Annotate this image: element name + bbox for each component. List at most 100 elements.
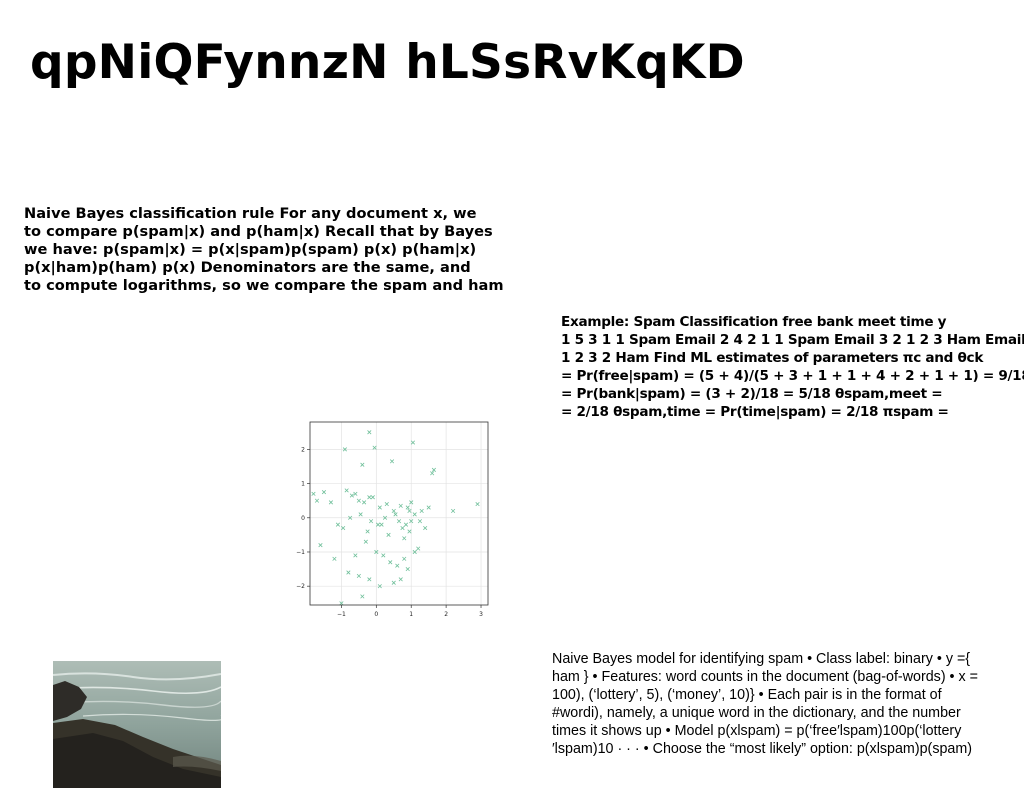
data-point bbox=[353, 553, 358, 558]
data-point bbox=[375, 522, 381, 527]
text-line: Naive Bayes model for identifying spam •… bbox=[552, 651, 971, 667]
data-point bbox=[339, 601, 344, 606]
data-point bbox=[419, 508, 424, 514]
data-point bbox=[368, 519, 374, 524]
data-point bbox=[417, 519, 423, 524]
data-point bbox=[341, 525, 346, 531]
data-point bbox=[402, 536, 407, 541]
coastline-photo bbox=[53, 661, 221, 788]
x-tick-label: 2 bbox=[444, 611, 448, 618]
y-tick-label: −1 bbox=[296, 549, 305, 556]
text-line: to compare p(spam|x) and p(ham|x) Recall… bbox=[24, 223, 493, 240]
data-point bbox=[344, 488, 349, 493]
data-point bbox=[374, 549, 379, 555]
text-line: 1 2 3 2 Ham Find ML estimates of paramet… bbox=[561, 350, 984, 366]
plot-frame bbox=[309, 421, 489, 606]
data-point bbox=[398, 503, 403, 508]
text-line: ham } • Features: word counts in the doc… bbox=[552, 669, 979, 685]
text-line: #wordi), namely, a unique word in the di… bbox=[552, 705, 961, 721]
text-line: times it shows up • Model p(xlspam) = p(… bbox=[552, 723, 962, 739]
text-line: Example: Spam Classification free bank m… bbox=[561, 314, 947, 330]
text-line: p(x|ham)p(ham) p(x) Denominators are the… bbox=[24, 259, 471, 276]
data-point bbox=[393, 512, 398, 517]
text-line: = 2/18 θspam,time = Pr(time|spam) = 2/18… bbox=[561, 404, 949, 420]
data-point bbox=[365, 529, 370, 534]
spam-model-text: Naive Bayes model for identifying spam •… bbox=[552, 650, 1022, 758]
data-point bbox=[353, 491, 358, 496]
ticks: −1 0 1 2 3 −2 −1 0 1 2 bbox=[296, 446, 483, 618]
data-point bbox=[367, 495, 372, 500]
data-point bbox=[430, 471, 435, 476]
data-point bbox=[451, 508, 456, 514]
data-point bbox=[409, 519, 414, 524]
x-tick-label: −1 bbox=[337, 611, 346, 618]
data-point bbox=[348, 515, 353, 520]
text-line: we have: p(spam|x) = p(x|spam)p(spam) p(… bbox=[24, 241, 477, 258]
data-point bbox=[362, 500, 367, 505]
data-point bbox=[381, 553, 386, 558]
data-point bbox=[332, 556, 337, 561]
data-point bbox=[367, 430, 372, 435]
data-point bbox=[431, 467, 436, 472]
data-point bbox=[370, 495, 375, 500]
data-point bbox=[377, 505, 382, 510]
data-point bbox=[360, 594, 365, 599]
data-point bbox=[405, 567, 410, 572]
data-point bbox=[396, 519, 402, 524]
data-point bbox=[321, 490, 327, 495]
data-point bbox=[426, 505, 431, 510]
scatter-plot-svg: −1 0 1 2 3 −2 −1 0 1 2 bbox=[296, 421, 489, 618]
data-point bbox=[349, 493, 354, 498]
data-point bbox=[403, 522, 409, 527]
data-point bbox=[367, 577, 372, 582]
x-tick-label: 0 bbox=[374, 611, 378, 618]
data-point bbox=[314, 498, 320, 503]
text-line: Naive Bayes classification rule For any … bbox=[24, 205, 477, 222]
x-tick-label: 1 bbox=[409, 611, 413, 618]
y-tick-label: 1 bbox=[301, 481, 305, 488]
data-point bbox=[475, 502, 480, 507]
data-point bbox=[356, 573, 361, 579]
data-point bbox=[407, 508, 412, 514]
data-point bbox=[398, 577, 403, 582]
data-point bbox=[358, 512, 363, 517]
data-point bbox=[416, 546, 421, 551]
text-line: ′lspam)10 · · · • Choose the “most likel… bbox=[552, 741, 973, 757]
text-line: = Pr(free|spam) = (5 + 4)/(5 + 3 + 1 + 1… bbox=[561, 368, 1024, 384]
data-point bbox=[335, 522, 341, 527]
data-point bbox=[311, 491, 316, 496]
x-tick-label: 3 bbox=[479, 611, 483, 618]
grid bbox=[310, 422, 488, 605]
data-point bbox=[384, 502, 389, 507]
data-point bbox=[412, 512, 417, 517]
data-point bbox=[405, 505, 410, 510]
slide-title: qpNiQFynnzN hLSsRvKqKD bbox=[30, 35, 745, 90]
text-line: 100), (‘lottery’, 5), (‘money’, 10)} • E… bbox=[552, 687, 942, 703]
data-point bbox=[372, 445, 377, 450]
data-point bbox=[386, 532, 391, 537]
data-point bbox=[400, 525, 405, 531]
y-tick-label: 0 bbox=[301, 515, 305, 522]
data-point bbox=[356, 498, 361, 503]
spam-example-text: Example: Spam Classification free bank m… bbox=[561, 313, 1024, 421]
data-point bbox=[409, 500, 414, 505]
y-tick-label: −2 bbox=[296, 583, 305, 590]
data-point bbox=[410, 440, 416, 445]
classification-rule-text: Naive Bayes classification rule For any … bbox=[24, 205, 554, 295]
data-point bbox=[402, 556, 407, 561]
data-point bbox=[363, 539, 368, 544]
data-point bbox=[382, 515, 388, 520]
data-point bbox=[391, 580, 396, 585]
data-point bbox=[360, 462, 365, 467]
data-point bbox=[318, 543, 323, 548]
text-line: to compute logarithms, so we compare the… bbox=[24, 277, 504, 294]
data-point bbox=[388, 560, 393, 565]
data-point bbox=[407, 529, 412, 534]
data-point bbox=[328, 500, 334, 505]
data-point bbox=[342, 447, 347, 452]
data-point bbox=[379, 522, 384, 527]
data-point bbox=[412, 549, 417, 555]
data-point bbox=[377, 584, 382, 589]
coastline-image bbox=[53, 661, 221, 788]
scatter-plot: −1 0 1 2 3 −2 −1 0 1 2 bbox=[296, 414, 496, 622]
